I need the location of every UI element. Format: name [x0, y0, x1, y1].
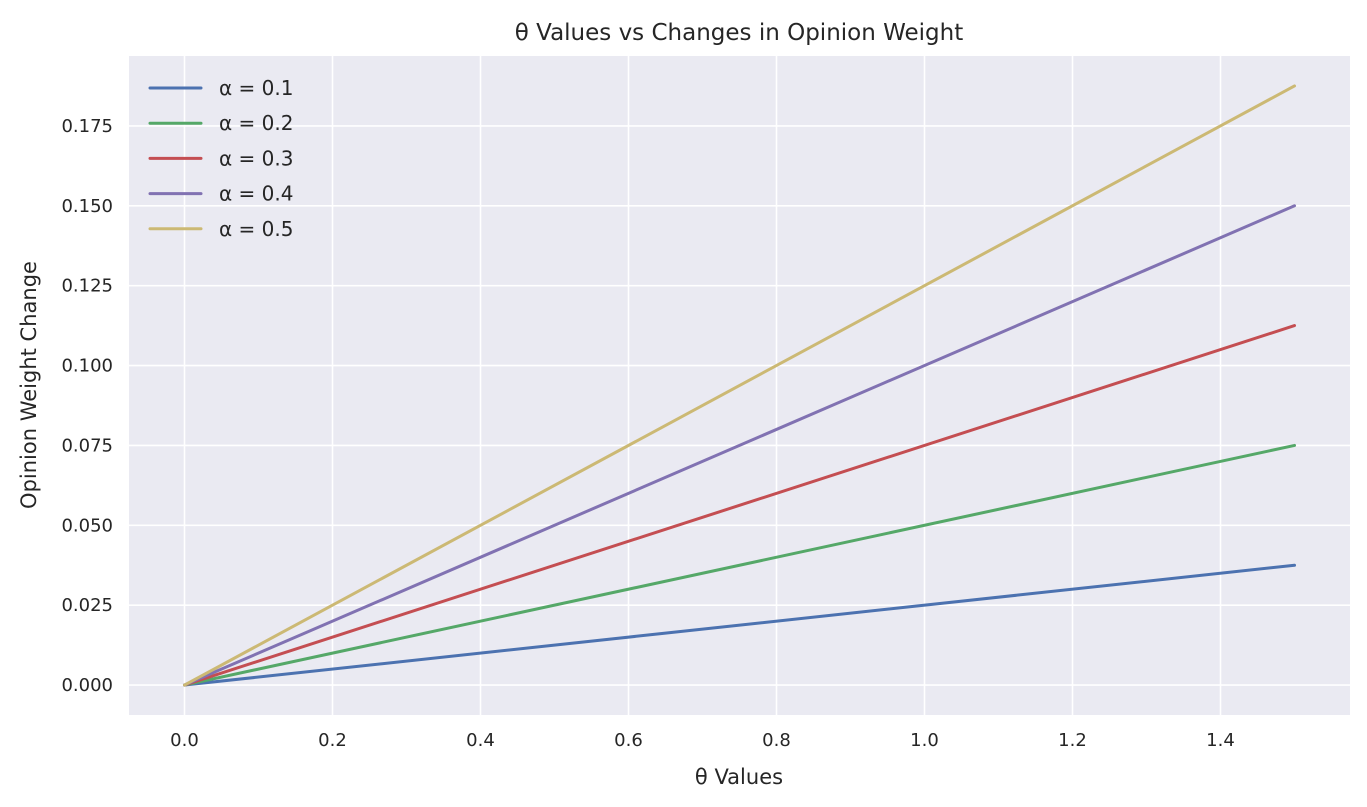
y-tick-labels: 0.000 0.025 0.050 0.075 0.100 0.125 0.150 0.175 [61, 116, 113, 696]
x-tick-label: 0.6 [614, 730, 643, 751]
y-tick-label: 0.050 [61, 515, 113, 536]
legend: α = 0.1 α = 0.2 α = 0.3 α = 0.4 α = 0.5 [148, 76, 293, 241]
y-tick-label: 0.100 [61, 356, 113, 377]
x-tick-label: 0.4 [466, 730, 495, 751]
y-axis-label: Opinion Weight Change [17, 261, 41, 509]
y-tick-label: 0.125 [61, 276, 113, 297]
series-line-1 [183, 563, 1296, 687]
legend-label-5: α = 0.5 [219, 217, 293, 241]
chart-title: θ Values vs Changes in Opinion Weight [515, 20, 964, 46]
x-tick-labels: 0.0 0.2 0.4 0.6 0.8 1.0 1.2 1.4 [170, 730, 1235, 751]
x-axis-label: θ Values [695, 765, 783, 789]
x-tick-label: 0.0 [170, 730, 199, 751]
y-tick-label: 0.075 [61, 435, 113, 456]
x-tick-label: 0.2 [318, 730, 347, 751]
legend-label-1: α = 0.1 [219, 76, 293, 100]
series-line-3 [183, 324, 1296, 687]
y-tick-label: 0.175 [61, 116, 113, 137]
series-line-5 [183, 84, 1296, 687]
legend-label-3: α = 0.3 [219, 146, 293, 170]
y-tick-label: 0.000 [61, 675, 113, 696]
x-tick-label: 0.8 [762, 730, 791, 751]
series-line-4 [183, 204, 1296, 687]
y-tick-label: 0.025 [61, 595, 113, 616]
series-layer [183, 84, 1296, 687]
series-line-2 [183, 443, 1296, 687]
x-tick-label: 1.4 [1206, 730, 1235, 751]
x-tick-label: 1.2 [1058, 730, 1087, 751]
x-tick-label: 1.0 [910, 730, 939, 751]
y-tick-label: 0.150 [61, 196, 113, 217]
grid [129, 56, 1350, 715]
legend-label-2: α = 0.2 [219, 111, 293, 135]
legend-label-4: α = 0.4 [219, 182, 293, 206]
